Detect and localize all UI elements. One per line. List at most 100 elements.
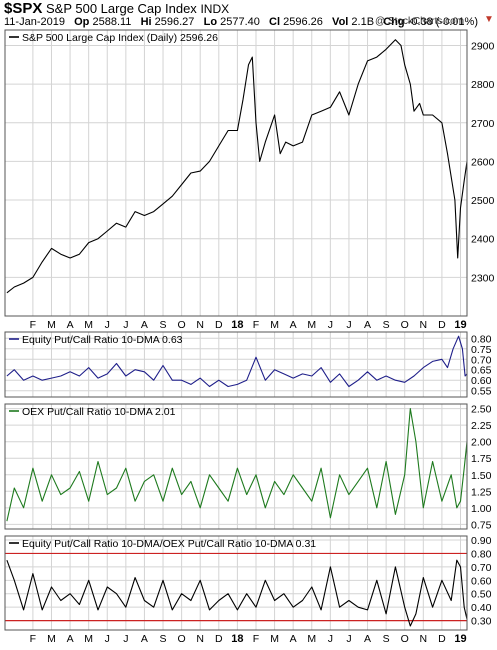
month-label: M <box>47 633 56 645</box>
month-label: O <box>401 319 409 331</box>
month-label: 19 <box>454 633 466 645</box>
month-label: J <box>123 633 128 645</box>
high-label: Hi <box>140 16 152 28</box>
panel-frame <box>4 29 468 317</box>
month-label: F <box>30 633 36 645</box>
month-label: J <box>105 319 110 331</box>
chart-panel-1: 2300 2400 2500 2600 2700 2800 2900 S&P 500 Larg… <box>4 29 495 317</box>
stockcharts-watermark: @ StockCharts.com <box>375 16 465 27</box>
volume-value: 2.1B <box>351 16 375 28</box>
series-line <box>6 39 468 294</box>
change-down-arrow-icon: ▼ <box>484 14 494 25</box>
month-label: M <box>270 633 279 645</box>
month-label: 19 <box>454 319 466 331</box>
y-tick-label: 0.90 <box>471 535 492 547</box>
month-label: M <box>84 633 93 645</box>
y-tick-label: 2.25 <box>471 420 492 432</box>
month-label: A <box>364 319 371 331</box>
panel-frame <box>4 331 468 398</box>
month-label: N <box>196 319 204 331</box>
quote-line: 11-Jan-2019 Op 2588.11 Hi 2596.27 Lo 257… <box>4 16 478 28</box>
month-label: O <box>178 633 186 645</box>
month-label: A <box>290 633 297 645</box>
chart-panel-4: 0.30 0.400.50 0.600.70 0.800.90 Equity Put/C… <box>4 535 492 631</box>
month-label: O <box>401 633 409 645</box>
month-label: J <box>346 319 351 331</box>
y-tick-label: 1.75 <box>471 453 492 465</box>
change-label: Chg <box>383 16 405 28</box>
month-label: J <box>328 319 333 331</box>
series-line <box>6 559 468 627</box>
y-tick-label: 0.60 <box>471 575 492 587</box>
month-label: A <box>67 633 74 645</box>
series-line <box>6 335 468 388</box>
y-tick-label: 0.50 <box>471 589 492 601</box>
panel-title: OEX Put/Call Ratio 10-DMA 2.01 <box>22 406 176 418</box>
exchange-label: INDX <box>200 2 230 16</box>
y-tick-label: 2800 <box>471 79 495 91</box>
close-label: Cl <box>269 16 281 28</box>
y-tick-label: 2700 <box>471 118 495 130</box>
y-tick-label: 0.75 <box>471 519 492 531</box>
volume-label: Vol <box>332 16 349 28</box>
ticker-symbol: $SPX <box>4 0 43 17</box>
month-label: S <box>383 319 390 331</box>
y-tick-label: 0.80 <box>471 333 492 345</box>
month-label: 18 <box>231 633 243 645</box>
y-tick-label: 0.70 <box>471 354 492 366</box>
month-label: M <box>84 319 93 331</box>
chart-panel-3: 0.75 1.00 1.25 1.50 1.75 2.00 2.25 2.50 OEX Put/… <box>4 403 492 531</box>
month-label: F <box>253 319 259 331</box>
y-tick-label: 2.50 <box>471 404 492 416</box>
panel-frame <box>4 403 468 530</box>
month-axis-top: F M A M J J A S O N D 18 F M A M J J A S O N D 19 <box>30 319 467 331</box>
y-tick-label: 0.40 <box>471 602 492 614</box>
month-label: M <box>307 319 316 331</box>
month-label: D <box>438 633 446 645</box>
month-label: A <box>67 319 74 331</box>
panel-title: Equity Put/Call Ratio 10-DMA/OEX Put/Cal… <box>22 538 316 550</box>
y-tick-label: 0.65 <box>471 365 492 377</box>
y-tick-label: 2300 <box>471 272 495 284</box>
open-label: Op <box>74 16 90 28</box>
month-label: O <box>178 319 186 331</box>
y-tick-label: 0.30 <box>471 616 492 628</box>
month-label: A <box>364 633 371 645</box>
low-value: 2577.40 <box>220 16 260 28</box>
chart-panel-2: 0.550.600.650.700.750.80 Equity Put/Call … <box>4 331 492 398</box>
y-tick-label: 1.50 <box>471 470 492 482</box>
change-value: -0.38 (-0.01%) <box>407 16 478 28</box>
panel-title: Equity Put/Call Ratio 10-DMA 0.63 <box>22 334 183 346</box>
panel-frame <box>4 535 468 631</box>
index-name: S&P 500 Large Cap Index <box>45 1 197 16</box>
y-tick-label: 0.55 <box>471 386 492 398</box>
month-label: N <box>420 633 428 645</box>
month-label: N <box>420 319 428 331</box>
y-tick-label: 2900 <box>471 40 495 52</box>
low-label: Lo <box>203 16 218 28</box>
month-label: A <box>141 633 148 645</box>
month-label: A <box>141 319 148 331</box>
series-line <box>6 408 468 522</box>
y-tick-label: 2500 <box>471 195 495 207</box>
y-tick-label: 2600 <box>471 156 495 168</box>
y-tick-label: 1.00 <box>471 503 492 515</box>
month-label: 18 <box>231 319 243 331</box>
y-tick-label: 0.75 <box>471 344 492 356</box>
high-value: 2596.27 <box>154 16 195 28</box>
y-tick-label: 0.60 <box>471 375 492 387</box>
month-label: M <box>270 319 279 331</box>
y-tick-label: 1.25 <box>471 486 492 498</box>
month-label: S <box>160 633 167 645</box>
y-tick-label: 2.00 <box>471 437 492 449</box>
month-label: F <box>253 633 259 645</box>
month-label: F <box>30 319 36 331</box>
open-value: 2588.11 <box>92 16 132 28</box>
month-label: J <box>346 633 351 645</box>
month-label: A <box>290 319 297 331</box>
month-label: D <box>215 319 223 331</box>
month-label: D <box>438 319 446 331</box>
close-value: 2596.26 <box>283 16 323 28</box>
quote-date: 11-Jan-2019 <box>4 16 65 28</box>
